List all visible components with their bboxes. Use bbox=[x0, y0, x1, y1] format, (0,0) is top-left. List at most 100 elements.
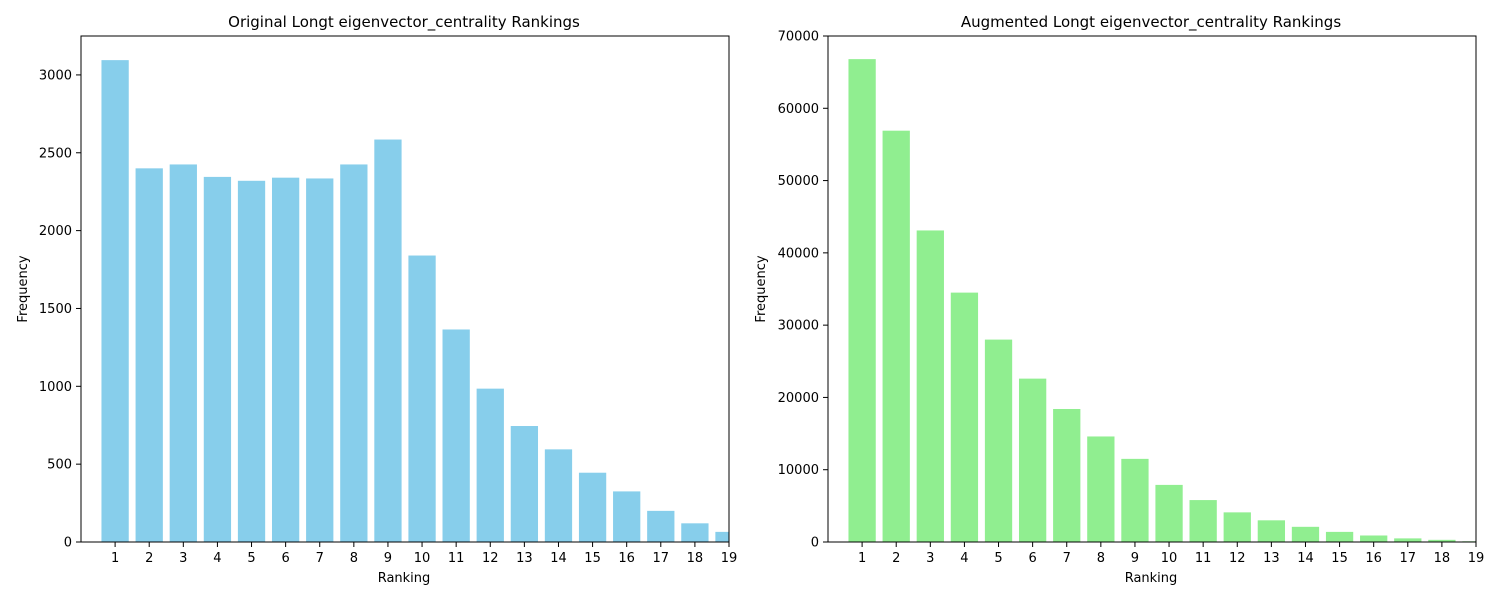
y-tick-label: 500 bbox=[47, 458, 72, 473]
x-tick-label: 1 bbox=[111, 551, 119, 566]
x-tick-label: 19 bbox=[1468, 551, 1485, 566]
y-tick-label: 10000 bbox=[778, 463, 819, 478]
x-tick-label: 10 bbox=[1161, 551, 1178, 566]
bar-6 bbox=[271, 177, 300, 542]
bar-17 bbox=[1394, 538, 1422, 542]
y-axis-label: Frequency bbox=[754, 255, 769, 322]
x-axis-label: Ranking bbox=[378, 571, 431, 586]
x-tick-label: 5 bbox=[247, 551, 255, 566]
y-tick-label: 60000 bbox=[778, 102, 819, 117]
bar-18 bbox=[1428, 539, 1456, 542]
bar-10 bbox=[408, 255, 436, 542]
x-tick-label: 2 bbox=[145, 551, 153, 566]
bar-4 bbox=[203, 176, 232, 542]
x-tick-label: 15 bbox=[1331, 551, 1348, 566]
x-tick-label: 12 bbox=[1229, 551, 1246, 566]
bar-6 bbox=[1018, 378, 1047, 542]
y-tick-label: 20000 bbox=[778, 391, 819, 406]
y-tick-label: 70000 bbox=[778, 30, 819, 45]
y-tick-label: 1500 bbox=[39, 302, 72, 317]
bars bbox=[848, 59, 1476, 542]
x-tick-label: 4 bbox=[213, 551, 221, 566]
x-tick-label: 6 bbox=[1028, 551, 1036, 566]
bar-2 bbox=[882, 130, 910, 542]
x-tick-label: 18 bbox=[1434, 551, 1451, 566]
bar-19 bbox=[715, 531, 729, 542]
x-tick-label: 8 bbox=[1097, 551, 1105, 566]
bar-2 bbox=[135, 168, 163, 542]
bar-9 bbox=[374, 139, 402, 542]
bar-14 bbox=[544, 449, 573, 542]
bar-12 bbox=[1223, 512, 1251, 542]
x-tick-label: 5 bbox=[994, 551, 1002, 566]
x-tick-label: 4 bbox=[960, 551, 968, 566]
x-axis-label: Ranking bbox=[1125, 571, 1178, 586]
y-tick-label: 30000 bbox=[778, 319, 819, 334]
x-tick-label: 17 bbox=[653, 551, 670, 566]
bars bbox=[101, 60, 729, 542]
y-tick-label: 3000 bbox=[39, 68, 72, 83]
chart-title: Augmented Longt eigenvector_centrality R… bbox=[961, 13, 1341, 32]
axes-frame bbox=[827, 35, 1477, 543]
x-tick-label: 12 bbox=[482, 551, 499, 566]
bar-7 bbox=[306, 178, 334, 542]
x-tick-label: 2 bbox=[892, 551, 900, 566]
bar-5 bbox=[237, 180, 266, 542]
x-tick-label: 19 bbox=[721, 551, 738, 566]
x-tick-label: 14 bbox=[1297, 551, 1314, 566]
x-tick-label: 13 bbox=[1263, 551, 1280, 566]
x-tick-label: 9 bbox=[384, 551, 392, 566]
bar-17 bbox=[647, 510, 675, 542]
bar-8 bbox=[1087, 436, 1115, 542]
y-tick-label: 0 bbox=[811, 536, 819, 551]
x-tick-label: 17 bbox=[1400, 551, 1417, 566]
x-tick-label: 3 bbox=[179, 551, 187, 566]
bar-15 bbox=[578, 472, 607, 542]
bar-13 bbox=[510, 426, 539, 542]
bar-16 bbox=[1360, 535, 1388, 542]
x-tick-label: 8 bbox=[350, 551, 358, 566]
x-tick-label: 16 bbox=[1365, 551, 1382, 566]
x-tick-label: 14 bbox=[550, 551, 567, 566]
bar-1 bbox=[848, 59, 876, 542]
x-tick-label: 3 bbox=[926, 551, 934, 566]
x-tick-label: 11 bbox=[1195, 551, 1212, 566]
x-tick-label: 11 bbox=[448, 551, 465, 566]
x-tick-label: 10 bbox=[414, 551, 431, 566]
chart-title: Original Longt eigenvector_centrality Ra… bbox=[228, 13, 580, 32]
bar-16 bbox=[613, 491, 641, 542]
bar-9 bbox=[1121, 458, 1149, 542]
bar-7 bbox=[1053, 408, 1081, 542]
x-tick-label: 1 bbox=[858, 551, 866, 566]
bar-13 bbox=[1257, 520, 1286, 542]
bar-15 bbox=[1325, 531, 1354, 542]
bar-11 bbox=[442, 329, 470, 542]
x-tick-label: 18 bbox=[687, 551, 704, 566]
y-tick-label: 2500 bbox=[39, 146, 72, 161]
bar-3 bbox=[916, 230, 944, 542]
x-tick-label: 6 bbox=[281, 551, 289, 566]
y-tick-label: 0 bbox=[64, 536, 72, 551]
y-tick-label: 1000 bbox=[39, 380, 72, 395]
bar-3 bbox=[169, 164, 197, 542]
y-tick-label: 2000 bbox=[39, 224, 72, 239]
x-tick-label: 16 bbox=[618, 551, 635, 566]
y-tick-label: 40000 bbox=[778, 246, 819, 261]
x-tick-label: 13 bbox=[516, 551, 533, 566]
chart-original: Original Longt eigenvector_centrality Ra… bbox=[16, 13, 738, 586]
bar-1 bbox=[101, 60, 129, 542]
x-tick-label: 7 bbox=[316, 551, 324, 566]
bar-18 bbox=[681, 523, 709, 542]
y-tick-label: 50000 bbox=[778, 174, 819, 189]
bar-11 bbox=[1189, 500, 1217, 542]
bar-5 bbox=[984, 339, 1013, 542]
x-tick-label: 7 bbox=[1063, 551, 1071, 566]
chart-augmented: Augmented Longt eigenvector_centrality R… bbox=[754, 13, 1485, 586]
bar-8 bbox=[340, 164, 368, 542]
bar-12 bbox=[476, 388, 504, 542]
bar-14 bbox=[1291, 526, 1320, 542]
bar-4 bbox=[950, 292, 979, 542]
x-tick-label: 15 bbox=[584, 551, 601, 566]
y-axis-label: Frequency bbox=[16, 255, 31, 322]
